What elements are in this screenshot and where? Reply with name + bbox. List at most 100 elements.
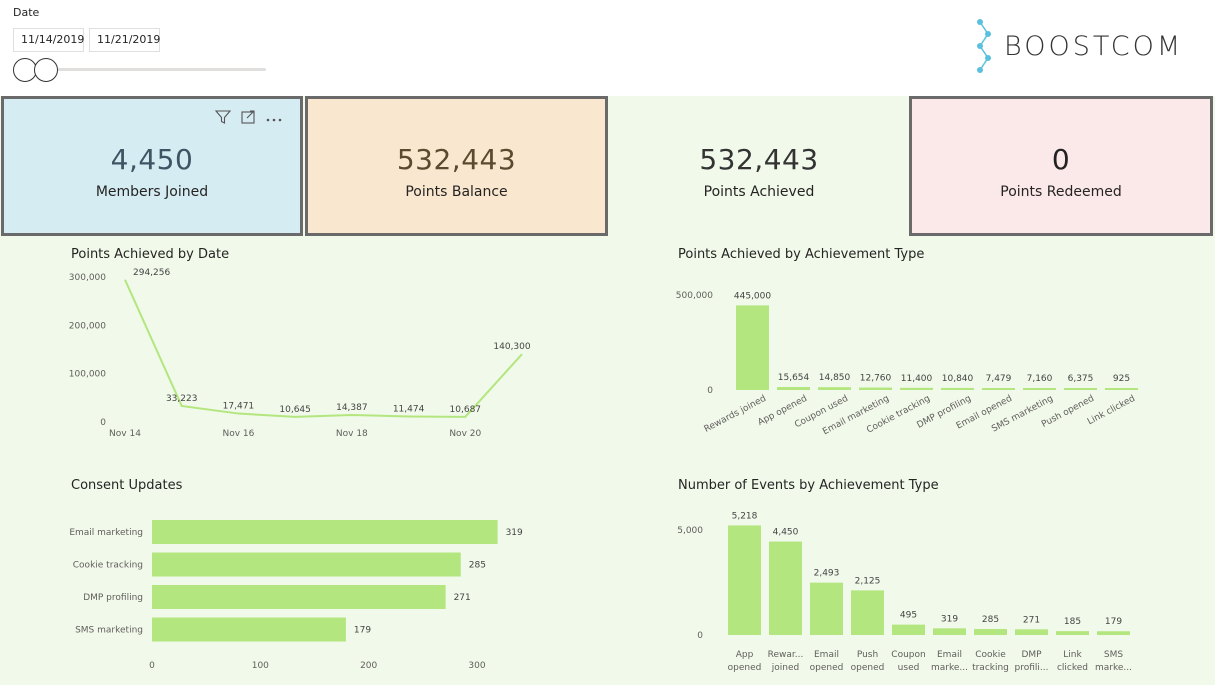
visual-header [214,110,282,128]
data-label: 2,493 [814,569,840,579]
bar [1023,388,1056,390]
bar [152,617,346,642]
more-options-icon[interactable] [266,112,282,127]
bar [1105,388,1138,390]
bar [728,525,761,635]
category-label: clicked [1057,663,1088,673]
points-redeemed-label: Points Redeemed [1000,184,1122,200]
category-label: Coupon [891,650,925,660]
points-by-date-line-chart[interactable]: 0 100,000 200,000 300,000 Nov 14 Nov 16 Nov 18… [0,262,560,462]
category-label: Email [814,650,839,660]
points-achieved-label: Points Achieved [703,184,815,200]
data-label: 4,450 [773,528,799,538]
filter-icon[interactable] [214,110,232,128]
points-achieved-value: 532,443 [699,143,819,176]
card-members-joined[interactable]: 4,450 Members Joined [1,96,303,236]
data-label: 7,160 [1027,374,1053,384]
category-label: SMS marketing [75,626,143,636]
y-axis-tick-label: 200,000 [69,321,106,331]
data-label: 11,474 [393,404,425,414]
bar [152,520,498,544]
chart-title-points-by-type: Points Achieved by Achievement Type [678,247,925,262]
data-label: 271 [1023,615,1040,625]
points-redeemed-value: 0 [1051,143,1071,176]
x-axis-tick-label: Nov 20 [449,429,481,439]
data-label: 319 [506,528,523,538]
bar [777,387,810,390]
category-label: Cookie [975,650,1006,660]
data-label: 14,850 [819,373,851,383]
category-label: Link [1063,650,1082,660]
focus-mode-icon[interactable] [241,110,256,128]
data-label: 179 [1105,617,1122,627]
data-label: 33,223 [166,394,198,404]
data-label: 925 [1113,374,1130,384]
data-label: 495 [900,611,917,621]
x-axis-tick-label: Nov 16 [222,429,254,439]
bar [941,387,974,390]
bar [933,628,966,635]
slider-start-handle[interactable] [13,58,37,82]
data-label: 271 [454,593,471,603]
y-axis-tick-label: 0 [100,418,106,428]
brand-name: BOOSTCOM [1004,31,1184,62]
bar [152,552,461,577]
y-axis-tick-label: 5,000 [677,526,703,536]
category-label: used [898,663,920,673]
category-label: Push [857,650,878,660]
x-axis-tick-label: Nov 14 [109,429,141,439]
category-label: Rewards joined [703,394,768,435]
y-axis-tick-label: 500,000 [676,291,713,301]
category-label: opened [728,663,762,673]
data-label: 17,471 [223,402,255,412]
x-axis-tick-label: 300 [468,661,485,671]
data-label: 5,218 [732,511,758,521]
date-range-slider[interactable] [30,68,266,71]
data-label: 11,400 [901,374,933,384]
members-joined-value: 4,450 [110,143,194,176]
data-label: 140,300 [493,342,530,352]
x-axis-tick-label: 100 [252,661,269,671]
bar [892,624,925,635]
bar [851,590,884,635]
boostcom-logo: BOOSTCOM [968,18,1180,78]
bar [152,585,446,609]
date-slicer-label: Date [13,6,40,19]
bar [1097,631,1130,635]
data-label: 10,687 [450,405,482,415]
x-axis-tick-label: Nov 18 [336,429,368,439]
bar [810,582,843,635]
bar [1056,631,1089,635]
slider-end-handle[interactable] [34,58,58,82]
data-label: 294,256 [133,268,170,278]
card-points-balance[interactable]: 532,443 Points Balance [305,96,608,236]
date-end-input[interactable]: 11/21/2019 [89,28,160,52]
category-label: Email marketing [69,528,143,538]
x-axis-tick-label: 0 [149,661,155,671]
card-points-redeemed[interactable]: 0 Points Redeemed [909,96,1213,236]
points-balance-value: 532,443 [396,143,517,176]
data-label: 15,654 [778,373,810,383]
category-label: marke... [1095,663,1132,673]
data-label: 10,645 [279,405,311,415]
logo-mark-icon [977,19,991,73]
category-label: SMS [1104,650,1123,660]
date-start-input[interactable]: 11/14/2019 [13,28,84,52]
category-label: joined [771,663,799,673]
events-by-type-bar-chart[interactable]: 0 5,000 5,218 App opened 4,450 Rewar... joined 2… [670,498,1210,683]
category-label: opened [851,663,885,673]
data-label: 6,375 [1068,374,1094,384]
bar [769,541,802,635]
category-label: DMP profiling [83,593,143,603]
data-label: 7,479 [986,374,1012,384]
category-label: DMP [1021,650,1042,660]
card-points-achieved[interactable]: 532,443 Points Achieved [610,96,908,236]
data-label: 285 [982,615,999,625]
bar [974,629,1007,635]
data-label: 445,000 [734,291,771,301]
category-label: opened [810,663,844,673]
consent-updates-bar-chart[interactable]: Email marketing 319 Cookie tracking 285 DMP … [0,500,560,680]
data-label: 185 [1064,617,1081,627]
x-axis-tick-label: 200 [360,661,377,671]
